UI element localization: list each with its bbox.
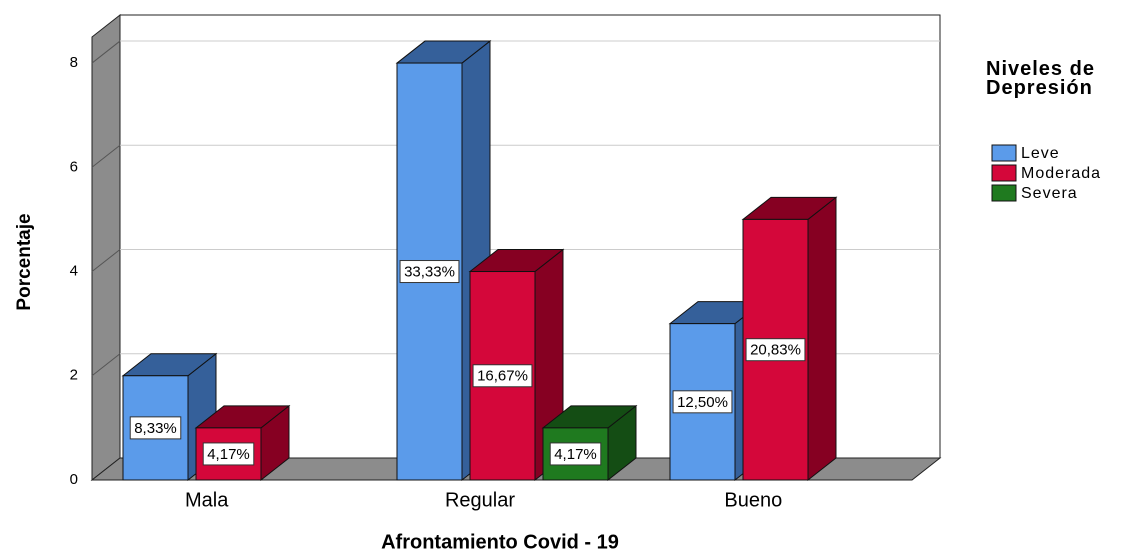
grid-line bbox=[91, 40, 121, 64]
value-label-box bbox=[472, 364, 533, 388]
bar-side bbox=[807, 196, 837, 482]
y-axis-title: Porcentaje bbox=[14, 213, 35, 310]
y-tick-label: 0 bbox=[70, 471, 78, 488]
legend-swatch bbox=[991, 184, 1017, 202]
value-label-box bbox=[745, 338, 806, 362]
y-tick-label: 4 bbox=[70, 262, 78, 279]
x-tick-label: Regular bbox=[445, 489, 515, 511]
grid-line bbox=[91, 249, 121, 272]
legend-label: Severa bbox=[1021, 185, 1078, 202]
value-label: 4,17% bbox=[207, 446, 250, 463]
grid-line bbox=[91, 144, 121, 168]
side-wall bbox=[91, 13, 121, 482]
value-label: 20,83% bbox=[750, 342, 801, 359]
x-tick-label: Bueno bbox=[724, 489, 782, 511]
legend-title: Niveles de Depresión bbox=[986, 58, 1095, 99]
value-label-box bbox=[202, 442, 255, 466]
legend-label: Moderada bbox=[1021, 165, 1101, 182]
value-label: 33,33% bbox=[404, 263, 455, 280]
value-label-box bbox=[549, 442, 602, 466]
grid-line bbox=[91, 353, 121, 377]
x-axis-title: Afrontamiento Covid - 19 bbox=[381, 531, 619, 551]
legend-swatch bbox=[991, 144, 1017, 162]
value-label: 12,50% bbox=[677, 394, 728, 411]
value-label-box bbox=[399, 260, 460, 284]
value-label-box bbox=[672, 390, 733, 414]
legend-swatch bbox=[991, 164, 1017, 182]
value-label: 8,33% bbox=[134, 420, 177, 437]
value-label: 4,17% bbox=[554, 446, 597, 463]
value-label: 16,67% bbox=[477, 368, 528, 385]
x-tick-label: Mala bbox=[185, 489, 229, 511]
value-label-box bbox=[129, 416, 182, 440]
legend-label: Leve bbox=[1021, 145, 1060, 162]
y-tick-label: 2 bbox=[70, 367, 78, 384]
y-tick-label: 8 bbox=[70, 54, 78, 71]
y-tick-label: 6 bbox=[70, 158, 78, 175]
